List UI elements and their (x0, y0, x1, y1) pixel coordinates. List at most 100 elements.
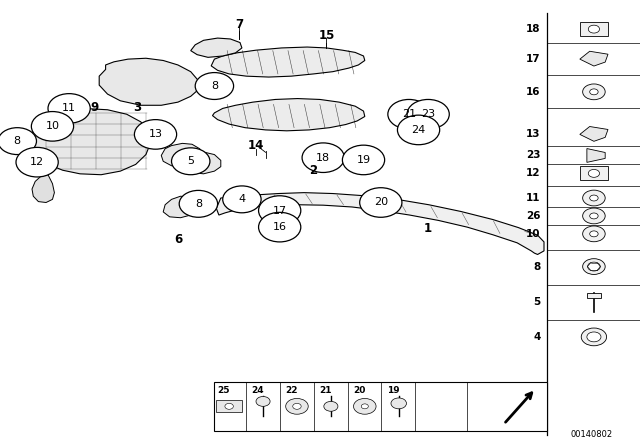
Text: 8: 8 (13, 136, 21, 146)
Circle shape (172, 148, 210, 175)
Polygon shape (211, 47, 365, 77)
Text: 6: 6 (174, 233, 182, 246)
Circle shape (407, 99, 449, 129)
Text: 9: 9 (91, 101, 99, 114)
Circle shape (342, 145, 385, 175)
Circle shape (582, 208, 605, 224)
Circle shape (588, 25, 600, 33)
Polygon shape (182, 152, 221, 174)
Text: 16: 16 (526, 87, 541, 97)
Bar (580, 22, 608, 36)
Bar (587, 293, 601, 298)
Text: 4: 4 (533, 332, 541, 342)
Polygon shape (191, 38, 242, 57)
Text: 23: 23 (421, 109, 435, 119)
Text: 2: 2 (310, 164, 317, 177)
Circle shape (223, 186, 261, 213)
Circle shape (31, 112, 74, 141)
Text: 12: 12 (526, 168, 541, 178)
Circle shape (134, 120, 177, 149)
Text: 21: 21 (319, 386, 332, 395)
Polygon shape (161, 143, 204, 167)
Text: 24: 24 (412, 125, 426, 135)
Text: 13: 13 (526, 129, 541, 139)
Circle shape (588, 169, 600, 177)
Bar (214, 382, 547, 431)
Text: 18: 18 (316, 153, 330, 163)
Circle shape (360, 188, 402, 217)
Circle shape (582, 84, 605, 100)
Text: 18: 18 (526, 24, 541, 34)
Circle shape (589, 89, 598, 95)
Text: 15: 15 (318, 29, 335, 43)
Text: 20: 20 (374, 198, 388, 207)
Text: 25: 25 (218, 386, 230, 395)
Circle shape (588, 262, 600, 271)
Bar (216, 401, 242, 412)
Text: 11: 11 (526, 193, 541, 203)
Text: 26: 26 (526, 211, 541, 221)
Circle shape (353, 398, 376, 414)
Circle shape (302, 143, 344, 172)
Bar (580, 167, 608, 180)
Circle shape (587, 332, 601, 342)
Text: 11: 11 (62, 103, 76, 113)
Text: 10: 10 (526, 229, 541, 239)
Text: 17: 17 (273, 206, 287, 215)
Circle shape (225, 403, 234, 409)
Text: 8: 8 (211, 81, 218, 91)
Polygon shape (32, 175, 54, 202)
Text: 20: 20 (353, 386, 366, 395)
Circle shape (16, 147, 58, 177)
Polygon shape (216, 193, 544, 254)
Circle shape (256, 396, 270, 406)
Circle shape (582, 258, 605, 275)
Text: 22: 22 (285, 386, 298, 395)
Circle shape (581, 328, 607, 346)
Circle shape (397, 115, 440, 145)
Circle shape (589, 231, 598, 237)
Circle shape (391, 398, 406, 409)
Text: 8: 8 (195, 199, 202, 209)
Text: 00140802: 00140802 (571, 430, 613, 439)
Polygon shape (580, 126, 608, 141)
Circle shape (285, 398, 308, 414)
Text: 24: 24 (252, 386, 264, 395)
Text: 13: 13 (148, 129, 163, 139)
Polygon shape (587, 149, 605, 162)
Circle shape (589, 195, 598, 201)
Circle shape (324, 401, 338, 411)
Text: 1: 1 (424, 222, 431, 235)
Text: 10: 10 (45, 121, 60, 131)
Polygon shape (163, 196, 197, 218)
Polygon shape (99, 58, 198, 105)
Text: 5: 5 (188, 156, 194, 166)
Circle shape (361, 404, 368, 409)
Polygon shape (212, 99, 365, 131)
Circle shape (589, 213, 598, 219)
Text: 5: 5 (534, 297, 541, 307)
Circle shape (259, 196, 301, 225)
Text: 16: 16 (273, 222, 287, 232)
Text: 14: 14 (248, 139, 264, 152)
Circle shape (48, 94, 90, 123)
Polygon shape (580, 51, 608, 66)
Text: 4: 4 (238, 194, 246, 204)
Circle shape (195, 73, 234, 99)
Text: 19: 19 (387, 386, 400, 395)
Circle shape (292, 403, 301, 409)
Text: 12: 12 (30, 157, 44, 167)
Text: 23: 23 (526, 151, 541, 160)
Circle shape (0, 128, 36, 155)
Circle shape (582, 226, 605, 242)
Circle shape (582, 190, 605, 206)
Text: 19: 19 (356, 155, 371, 165)
Text: 17: 17 (526, 54, 541, 64)
Polygon shape (31, 108, 150, 175)
Circle shape (179, 190, 218, 217)
Text: 3: 3 (134, 101, 141, 114)
Circle shape (259, 212, 301, 242)
Circle shape (388, 99, 430, 129)
Text: 7: 7 (236, 18, 243, 31)
Text: 8: 8 (534, 262, 541, 271)
